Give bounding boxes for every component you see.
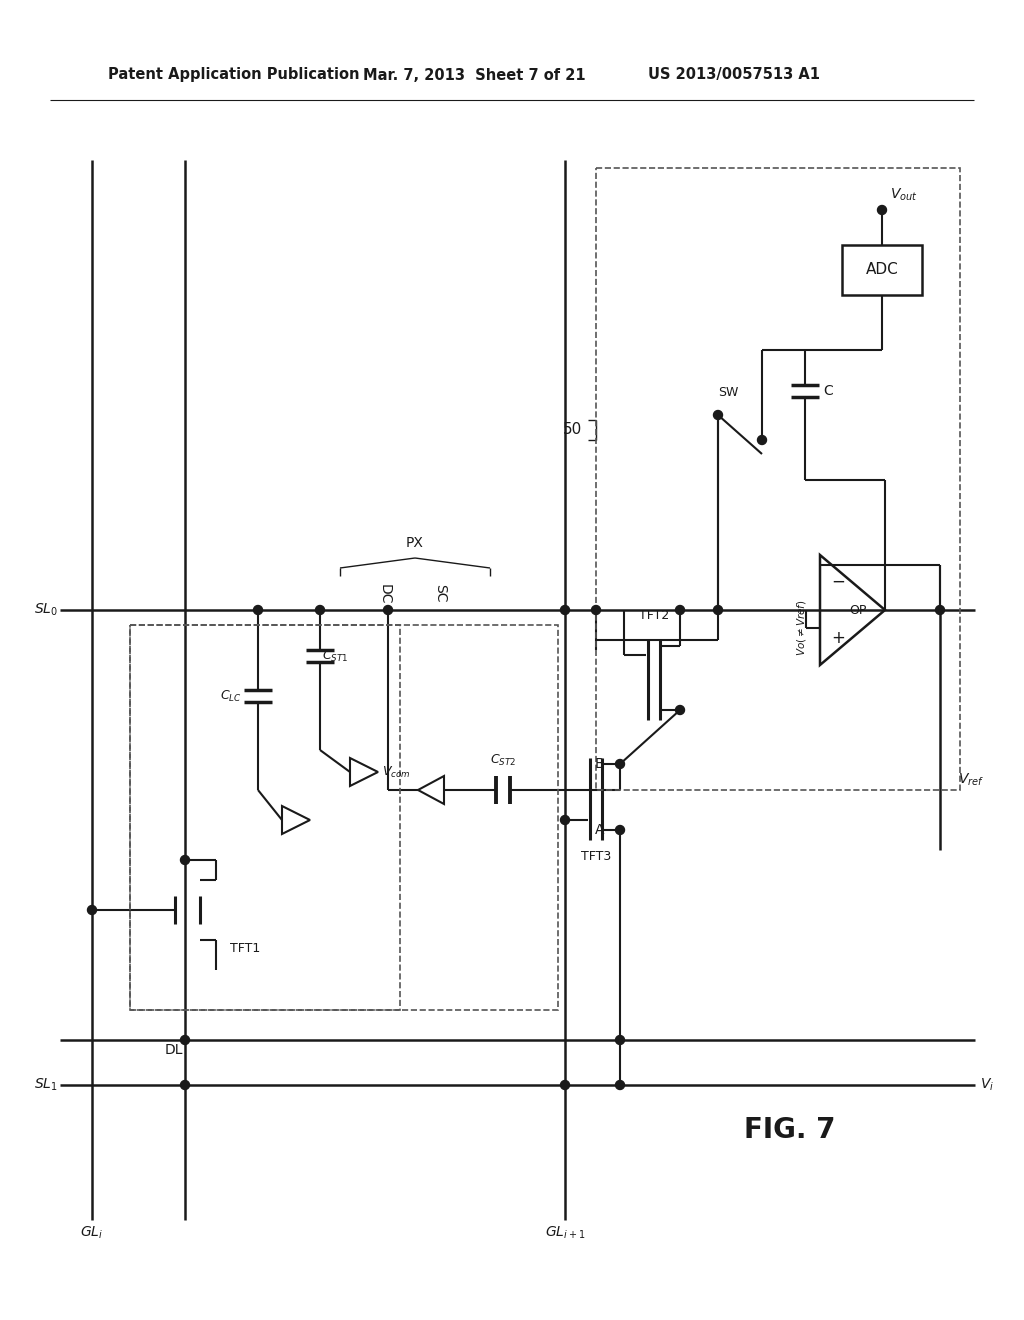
Circle shape xyxy=(180,1081,189,1089)
Text: $C_{LC}$: $C_{LC}$ xyxy=(220,689,242,704)
Circle shape xyxy=(560,1081,569,1089)
Bar xyxy=(130,624,400,1010)
Text: $SL_1$: $SL_1$ xyxy=(34,1077,58,1093)
Text: TFT3: TFT3 xyxy=(581,850,611,863)
Text: TFT1: TFT1 xyxy=(230,941,260,954)
Text: TFT2: TFT2 xyxy=(639,609,669,622)
Text: $SL_0$: $SL_0$ xyxy=(34,602,58,618)
Text: $C_{ST2}$: $C_{ST2}$ xyxy=(489,752,516,768)
Bar xyxy=(842,246,922,294)
Text: DL: DL xyxy=(165,1043,183,1057)
Bar xyxy=(596,168,961,789)
Text: +: + xyxy=(831,630,845,647)
Text: $GL_{i+1}$: $GL_{i+1}$ xyxy=(545,1225,585,1241)
Text: Mar. 7, 2013  Sheet 7 of 21: Mar. 7, 2013 Sheet 7 of 21 xyxy=(362,67,586,82)
Circle shape xyxy=(254,606,262,615)
Circle shape xyxy=(676,705,684,714)
Circle shape xyxy=(384,606,392,615)
Circle shape xyxy=(87,906,96,915)
Text: OP: OP xyxy=(849,603,866,616)
Text: Patent Application Publication: Patent Application Publication xyxy=(108,67,359,82)
Circle shape xyxy=(560,816,569,825)
Circle shape xyxy=(615,825,625,834)
Text: PX: PX xyxy=(407,536,424,550)
Circle shape xyxy=(676,606,684,615)
Circle shape xyxy=(315,606,325,615)
Text: $V_{com}$: $V_{com}$ xyxy=(382,764,411,780)
Circle shape xyxy=(615,1081,625,1089)
Circle shape xyxy=(878,206,887,214)
Text: FIG. 7: FIG. 7 xyxy=(744,1115,836,1144)
Text: ADC: ADC xyxy=(865,263,898,277)
Circle shape xyxy=(936,606,944,615)
Circle shape xyxy=(180,855,189,865)
Circle shape xyxy=(758,436,767,445)
Text: $V_{ref}$: $V_{ref}$ xyxy=(958,772,984,788)
Circle shape xyxy=(714,411,723,420)
Text: $V_i$: $V_i$ xyxy=(980,1077,994,1093)
Circle shape xyxy=(560,606,569,615)
Bar xyxy=(130,624,558,1010)
Text: SC: SC xyxy=(433,583,447,602)
Circle shape xyxy=(714,606,723,615)
Text: $C_{ST1}$: $C_{ST1}$ xyxy=(322,648,348,664)
Text: DC: DC xyxy=(378,583,392,605)
Text: 50: 50 xyxy=(563,422,582,437)
Text: US 2013/0057513 A1: US 2013/0057513 A1 xyxy=(648,67,820,82)
Text: C: C xyxy=(823,384,833,399)
Text: B: B xyxy=(594,756,604,771)
Text: A: A xyxy=(595,822,604,837)
Text: $V_{out}$: $V_{out}$ xyxy=(890,187,918,203)
Text: SW: SW xyxy=(718,385,738,399)
Circle shape xyxy=(180,1035,189,1044)
Circle shape xyxy=(615,759,625,768)
Text: −: − xyxy=(831,573,845,591)
Circle shape xyxy=(615,1035,625,1044)
Circle shape xyxy=(592,606,600,615)
Text: $Vo(\neq Vref)$: $Vo(\neq Vref)$ xyxy=(796,599,809,656)
Text: $GL_i$: $GL_i$ xyxy=(81,1225,103,1241)
